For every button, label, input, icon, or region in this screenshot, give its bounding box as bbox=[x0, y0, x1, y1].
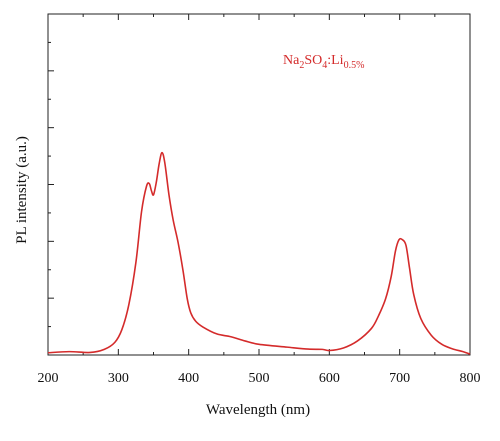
sample-label-base: Na bbox=[283, 53, 300, 68]
x-tick-label: 600 bbox=[319, 371, 340, 386]
x-axis-label: Wavelength (nm) bbox=[206, 402, 310, 418]
sample-label-sep: :Li bbox=[327, 53, 343, 68]
series-line bbox=[47, 151, 471, 355]
x-tick-label: 500 bbox=[249, 371, 270, 386]
series-layer bbox=[47, 151, 471, 355]
sample-label: Na2SO4:Li0.5% bbox=[283, 53, 364, 71]
sample-label-sub1: 2 bbox=[299, 60, 304, 71]
x-tick-label: 300 bbox=[108, 371, 129, 386]
axes: 200 300 400 500 600 700 800 bbox=[38, 13, 481, 386]
y-axis-label: PL intensity (a.u.) bbox=[14, 136, 30, 244]
x-tick-label: 200 bbox=[38, 371, 59, 386]
plot-frame bbox=[47, 13, 471, 356]
sample-label-mid: SO bbox=[304, 53, 322, 68]
sample-label-sub2: 4 bbox=[322, 60, 327, 71]
x-tick-label: 800 bbox=[460, 371, 481, 386]
x-tick-label: 400 bbox=[178, 371, 199, 386]
x-tick-label: 700 bbox=[389, 371, 410, 386]
sample-label-sub3: 0.5% bbox=[344, 60, 365, 71]
